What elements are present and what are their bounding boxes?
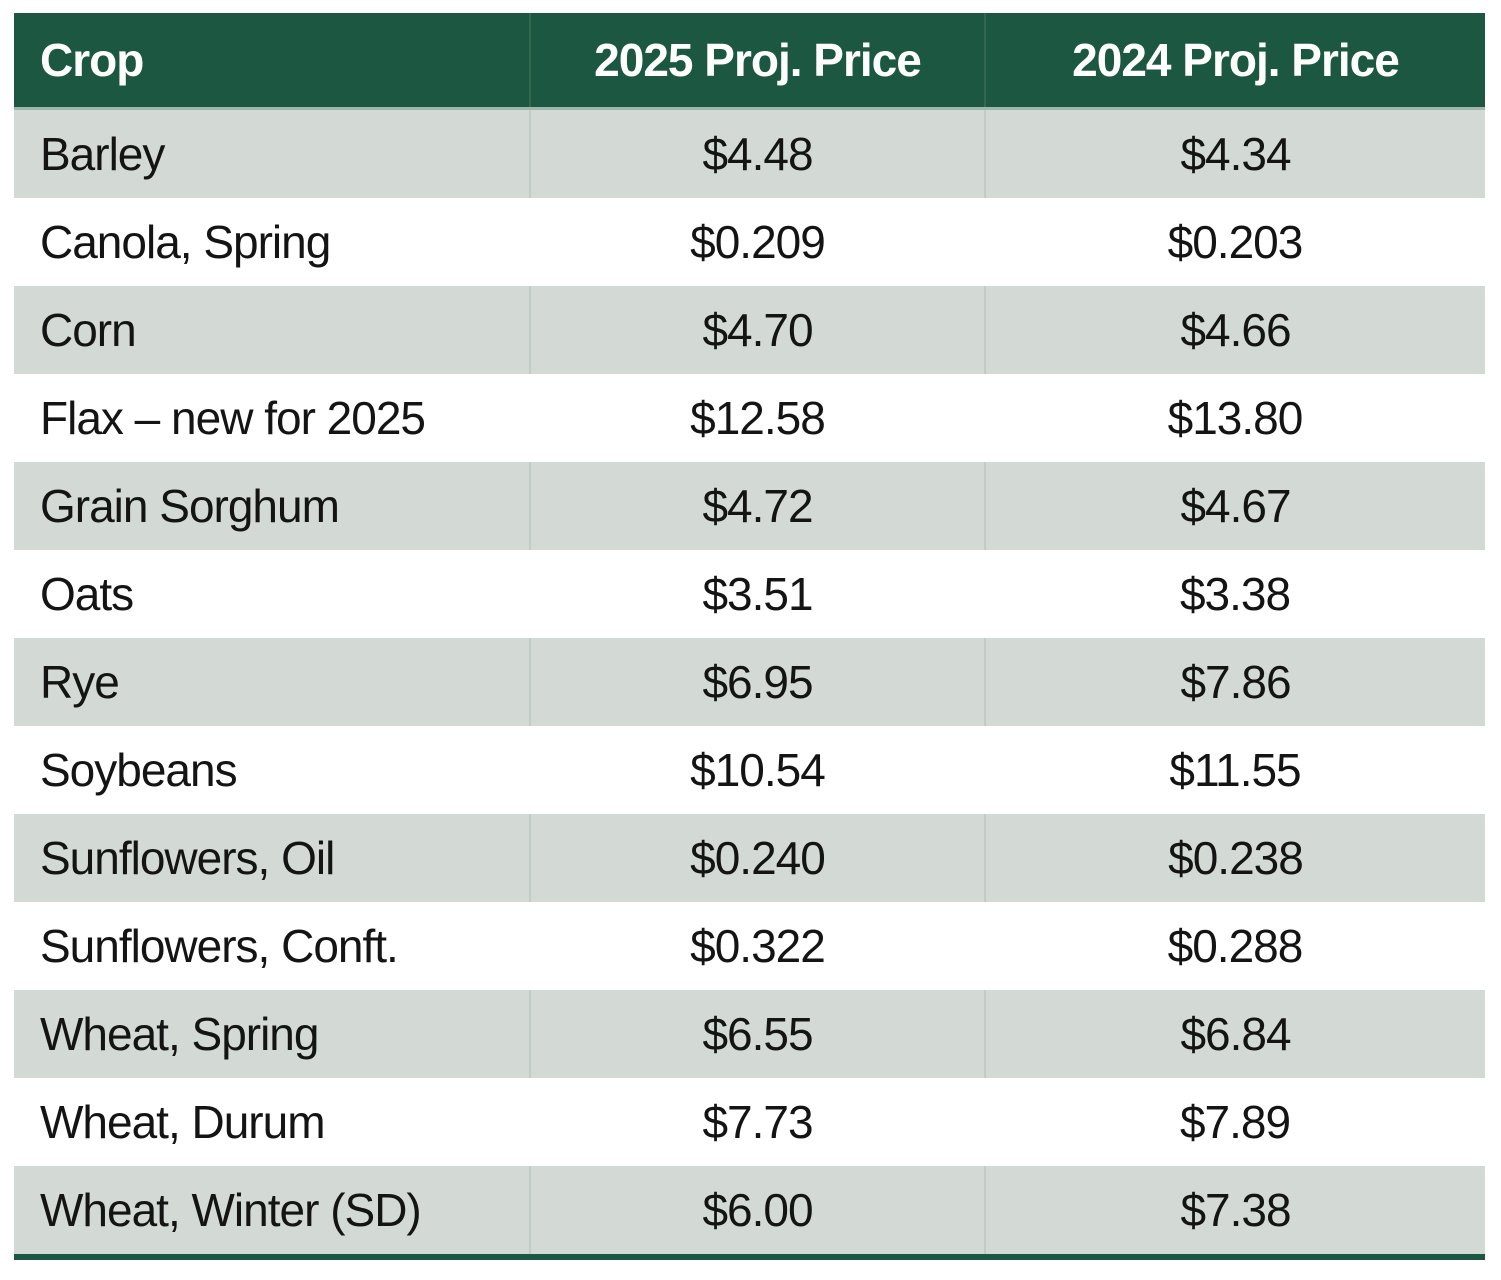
table-row: Barley $4.48 $4.34 — [14, 108, 1485, 198]
price-2024-cell: $6.84 — [984, 990, 1485, 1078]
price-2024-cell: $0.238 — [984, 814, 1485, 902]
crop-name-cell: Wheat, Durum — [14, 1078, 530, 1166]
price-2025-cell: $6.95 — [529, 638, 985, 726]
price-2025-cell: $4.70 — [529, 286, 985, 374]
price-2024-cell: $4.67 — [984, 462, 1485, 550]
table-row: Wheat, Spring $6.55 $6.84 — [14, 990, 1485, 1078]
price-2024-cell: $11.55 — [985, 726, 1485, 814]
price-2025-cell: $6.55 — [529, 990, 985, 1078]
table-row: Canola, Spring $0.209 $0.203 — [14, 198, 1485, 286]
crop-name-cell: Corn — [14, 286, 530, 374]
crop-name-cell: Sunflowers, Conft. — [14, 902, 530, 990]
table-row: Flax – new for 2025 $12.58 $13.80 — [14, 374, 1485, 462]
table-row: Sunflowers, Oil $0.240 $0.238 — [14, 814, 1485, 902]
header-2024-proj-price: 2024 Proj. Price — [984, 13, 1485, 110]
table-body: Barley $4.48 $4.34 Canola, Spring $0.209 $0.2… — [14, 108, 1485, 1257]
table-row: Sunflowers, Conft. $0.322 $0.288 — [14, 902, 1485, 990]
price-2025-cell: $4.48 — [529, 108, 985, 198]
price-2024-cell: $7.89 — [985, 1078, 1485, 1166]
price-2024-cell: $0.288 — [985, 902, 1485, 990]
price-2025-cell: $0.240 — [529, 814, 985, 902]
crop-name-cell: Rye — [14, 638, 530, 726]
price-2024-cell: $0.203 — [985, 198, 1485, 286]
price-2025-cell: $6.00 — [529, 1166, 985, 1257]
price-2025-cell: $3.51 — [530, 550, 985, 638]
table-row: Wheat, Durum $7.73 $7.89 — [14, 1078, 1485, 1166]
crop-name-cell: Flax – new for 2025 — [14, 374, 530, 462]
price-2024-cell: $7.38 — [984, 1166, 1485, 1257]
header-2025-proj-price: 2025 Proj. Price — [529, 13, 985, 110]
price-2024-cell: $4.34 — [984, 108, 1485, 198]
crop-name-cell: Wheat, Spring — [14, 990, 530, 1078]
header-crop: Crop — [14, 13, 530, 110]
table-row: Wheat, Winter (SD) $6.00 $7.38 — [14, 1166, 1485, 1257]
price-2024-cell: $4.66 — [984, 286, 1485, 374]
table-row: Corn $4.70 $4.66 — [14, 286, 1485, 374]
price-2025-cell: $4.72 — [529, 462, 985, 550]
table-row: Soybeans $10.54 $11.55 — [14, 726, 1485, 814]
price-2025-cell: $10.54 — [530, 726, 985, 814]
crop-name-cell: Canola, Spring — [14, 198, 530, 286]
price-2025-cell: $0.322 — [530, 902, 985, 990]
crop-name-cell: Soybeans — [14, 726, 530, 814]
price-2024-cell: $13.80 — [985, 374, 1485, 462]
price-2024-cell: $3.38 — [985, 550, 1485, 638]
crop-name-cell: Oats — [14, 550, 530, 638]
price-2024-cell: $7.86 — [984, 638, 1485, 726]
crop-name-cell: Barley — [14, 108, 530, 198]
crop-name-cell: Sunflowers, Oil — [14, 814, 530, 902]
crop-price-table: Crop 2025 Proj. Price 2024 Proj. Price B… — [14, 13, 1485, 1260]
price-2025-cell: $7.73 — [530, 1078, 985, 1166]
header-row: Crop 2025 Proj. Price 2024 Proj. Price — [14, 13, 1485, 110]
table-row: Oats $3.51 $3.38 — [14, 550, 1485, 638]
table-row: Rye $6.95 $7.86 — [14, 638, 1485, 726]
crop-name-cell: Wheat, Winter (SD) — [14, 1166, 530, 1257]
price-2025-cell: $0.209 — [530, 198, 985, 286]
table-row: Grain Sorghum $4.72 $4.67 — [14, 462, 1485, 550]
crop-name-cell: Grain Sorghum — [14, 462, 530, 550]
price-2025-cell: $12.58 — [530, 374, 985, 462]
